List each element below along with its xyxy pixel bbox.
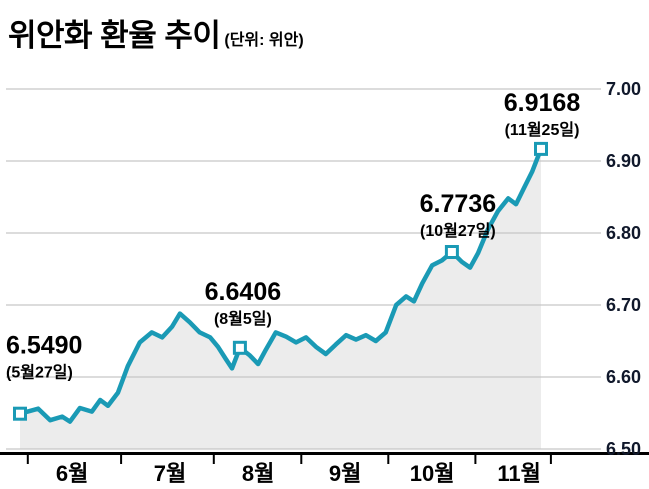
- svg-text:6.70: 6.70: [606, 295, 641, 315]
- svg-text:6.50: 6.50: [606, 439, 641, 459]
- chart-annotations: 6.5490 (5월27일) 6.6406 (8월5일) 6.7736 (10월27일) 6…: [6, 89, 580, 382]
- chart-title: 위안화 환율 추이: [8, 18, 221, 53]
- chart-markers: [13, 141, 548, 421]
- data-point-marker: [13, 406, 27, 421]
- svg-text:6.90: 6.90: [606, 151, 641, 171]
- svg-text:6.60: 6.60: [606, 367, 641, 387]
- chart-gridlines: [6, 88, 601, 450]
- data-point-marker: [232, 340, 247, 355]
- chart-header: 위안화 환율 추이 (단위: 위안): [8, 10, 304, 55]
- svg-text:11월: 11월: [497, 461, 541, 486]
- data-point-marker: [444, 245, 459, 259]
- svg-text:7월: 7월: [154, 461, 186, 486]
- data-point-marker: [534, 141, 548, 156]
- svg-text:8월: 8월: [242, 461, 274, 486]
- annotation-value: 6.9168: [504, 89, 581, 117]
- annotation-value: 6.5490: [6, 332, 82, 360]
- annotation-date: (11월25일): [505, 121, 580, 139]
- annotation-date: (8월5일): [214, 310, 272, 328]
- chart-unit-label: (단위: 위안): [224, 32, 304, 49]
- annotation-value: 6.6406: [205, 278, 281, 306]
- annotation-date: (10월27일): [420, 222, 496, 240]
- chart-y-labels: 6.50 6.60 6.70 6.80 6.90 7.00: [606, 79, 641, 459]
- chart-area-fill: [20, 148, 541, 449]
- svg-text:10월: 10월: [410, 461, 455, 486]
- chart-x-axis: [0, 452, 649, 464]
- svg-text:6.80: 6.80: [606, 223, 641, 243]
- svg-text:7.00: 7.00: [606, 79, 641, 99]
- annotation-date: (5월27일): [6, 364, 73, 382]
- svg-text:6월: 6월: [56, 461, 88, 486]
- annotation-value: 6.7736: [420, 190, 496, 218]
- svg-text:9월: 9월: [329, 461, 361, 486]
- chart-x-labels: 6월 7월 8월 9월 10월 11월: [56, 461, 541, 486]
- chart-line: [17, 146, 544, 424]
